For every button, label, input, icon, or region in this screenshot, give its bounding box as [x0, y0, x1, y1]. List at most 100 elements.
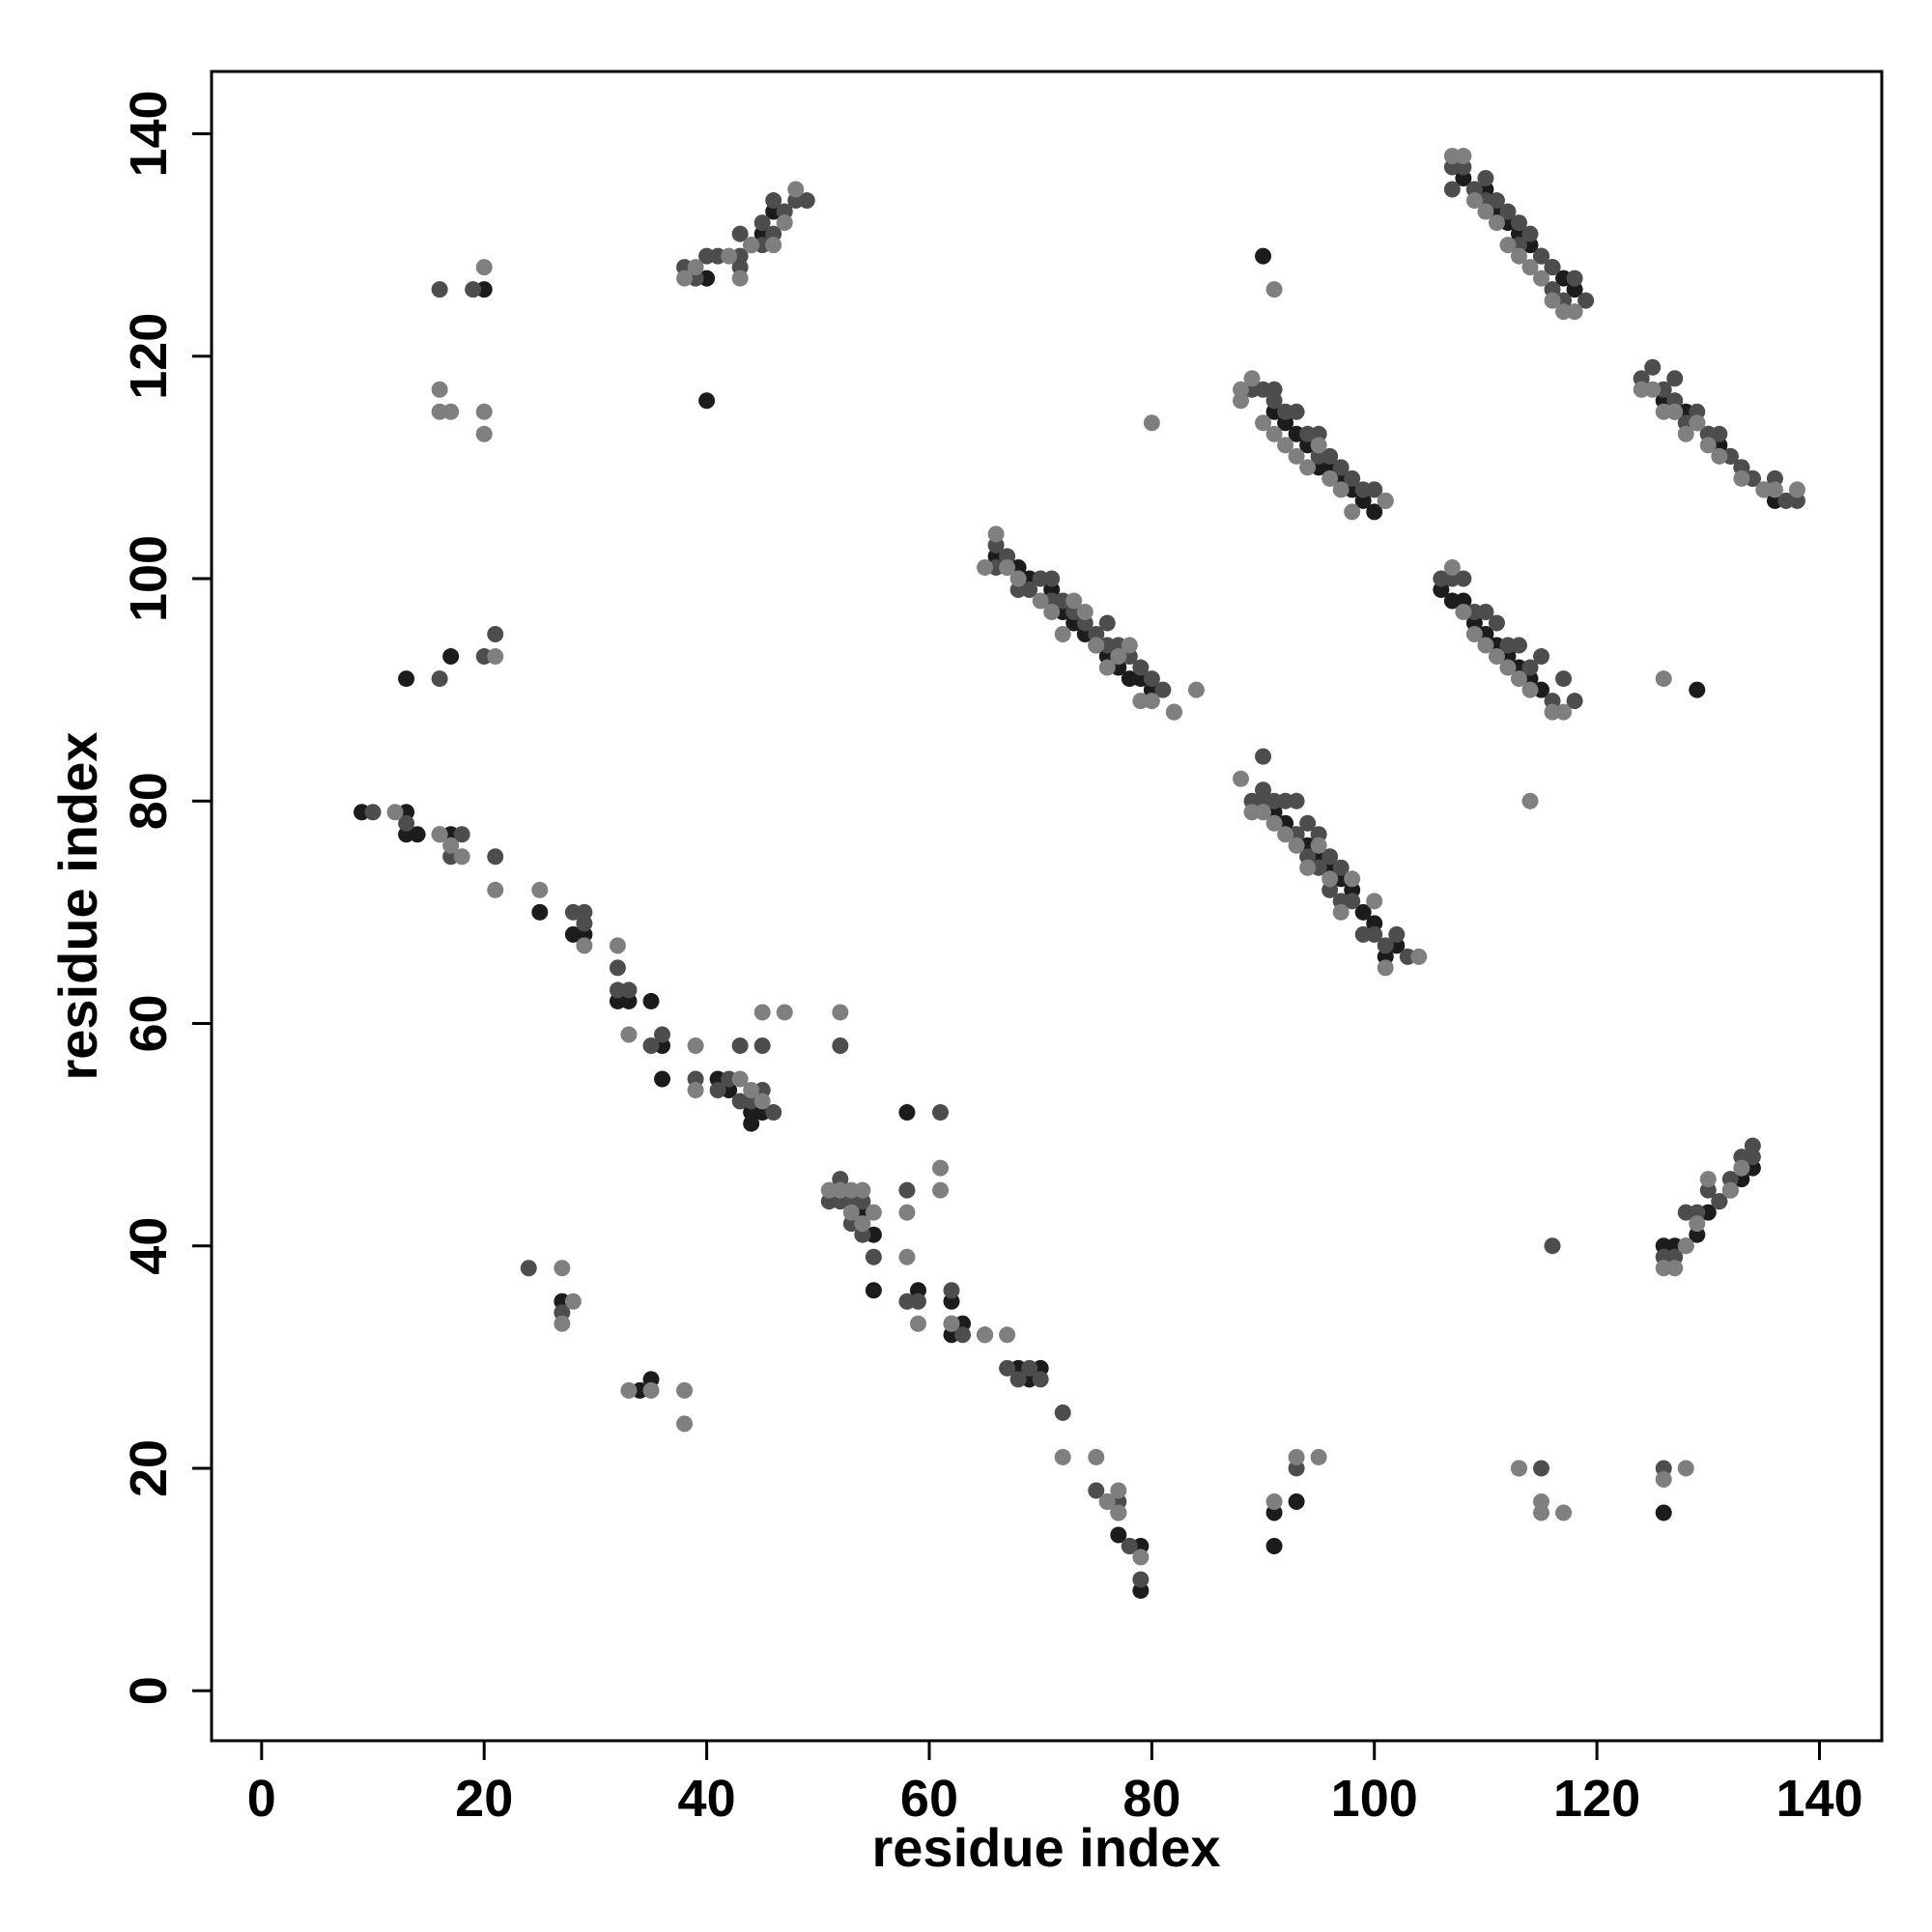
point: [1655, 1504, 1672, 1521]
point: [1555, 670, 1573, 688]
point: [698, 392, 716, 410]
point: [1721, 1181, 1739, 1199]
point: [1332, 481, 1350, 498]
point: [687, 1082, 704, 1099]
point: [620, 981, 638, 999]
point: [1555, 1504, 1573, 1521]
point: [1110, 1482, 1127, 1499]
point: [1132, 1571, 1150, 1588]
point: [475, 403, 493, 420]
point: [1288, 403, 1305, 420]
point: [787, 181, 805, 198]
point: [576, 915, 593, 932]
point: [1321, 870, 1339, 888]
point: [943, 1282, 960, 1299]
point: [1410, 948, 1428, 965]
y-axis-title: residue index: [47, 731, 108, 1080]
point: [842, 1204, 860, 1221]
point: [999, 1359, 1016, 1377]
point: [487, 648, 504, 666]
point: [765, 192, 782, 210]
point: [1344, 870, 1361, 888]
point: [1088, 1448, 1105, 1465]
point: [1510, 1460, 1527, 1477]
point: [1544, 259, 1561, 276]
point: [909, 1315, 926, 1332]
point: [1265, 1492, 1283, 1510]
point: [1076, 603, 1094, 620]
point: [1265, 281, 1283, 298]
point: [1310, 837, 1327, 854]
point: [1533, 1504, 1550, 1521]
point: [1043, 603, 1061, 620]
point: [1288, 447, 1305, 465]
point: [620, 1381, 638, 1399]
point: [1499, 237, 1517, 254]
point: [1299, 814, 1317, 832]
point: [1455, 147, 1472, 164]
point: [1265, 425, 1283, 442]
point: [554, 1315, 571, 1332]
y-tick-label: 120: [120, 313, 178, 400]
point: [1344, 893, 1361, 910]
point: [832, 1004, 849, 1021]
point: [609, 959, 626, 977]
point: [898, 1248, 916, 1265]
point: [1521, 681, 1539, 698]
point: [1366, 481, 1383, 498]
point: [1143, 693, 1160, 710]
point: [1110, 648, 1127, 666]
x-tick-label: 140: [1776, 1770, 1862, 1828]
point: [1344, 469, 1361, 487]
point: [564, 1293, 582, 1310]
point: [1443, 181, 1461, 198]
point: [865, 1204, 882, 1221]
point: [1132, 1548, 1150, 1566]
point: [753, 1037, 771, 1054]
point: [442, 648, 460, 666]
point: [1677, 1460, 1694, 1477]
point: [1032, 592, 1049, 610]
point: [1455, 603, 1472, 620]
plot-frame: [210, 70, 1884, 1743]
point: [1477, 203, 1494, 220]
point: [1255, 414, 1272, 432]
point: [1121, 1538, 1138, 1555]
point: [1521, 792, 1539, 810]
point: [1566, 303, 1583, 321]
point: [676, 270, 694, 287]
point: [1499, 659, 1517, 676]
point: [487, 881, 504, 898]
point: [1366, 503, 1383, 521]
point: [898, 1204, 916, 1221]
point: [1477, 170, 1494, 187]
point: [642, 992, 660, 1009]
point: [654, 1026, 671, 1043]
point: [1321, 848, 1339, 866]
point: [1510, 637, 1527, 654]
point: [1711, 425, 1728, 442]
x-tick-label: 20: [455, 1770, 513, 1828]
point: [1677, 425, 1694, 442]
point: [1655, 1470, 1672, 1488]
point: [1032, 1371, 1049, 1388]
point: [620, 1026, 638, 1043]
point: [475, 425, 493, 442]
y-tick-label: 100: [120, 535, 178, 622]
point: [1521, 225, 1539, 242]
point: [1566, 693, 1583, 710]
point: [1521, 259, 1539, 276]
point: [642, 1381, 660, 1399]
point: [1655, 670, 1672, 688]
point: [1699, 1171, 1717, 1188]
point: [1377, 492, 1394, 509]
point: [398, 670, 415, 688]
point: [475, 259, 493, 276]
point: [1321, 447, 1339, 465]
point: [1332, 459, 1350, 476]
point: [1533, 247, 1550, 265]
point: [1733, 1159, 1750, 1177]
point: [1744, 1149, 1761, 1166]
